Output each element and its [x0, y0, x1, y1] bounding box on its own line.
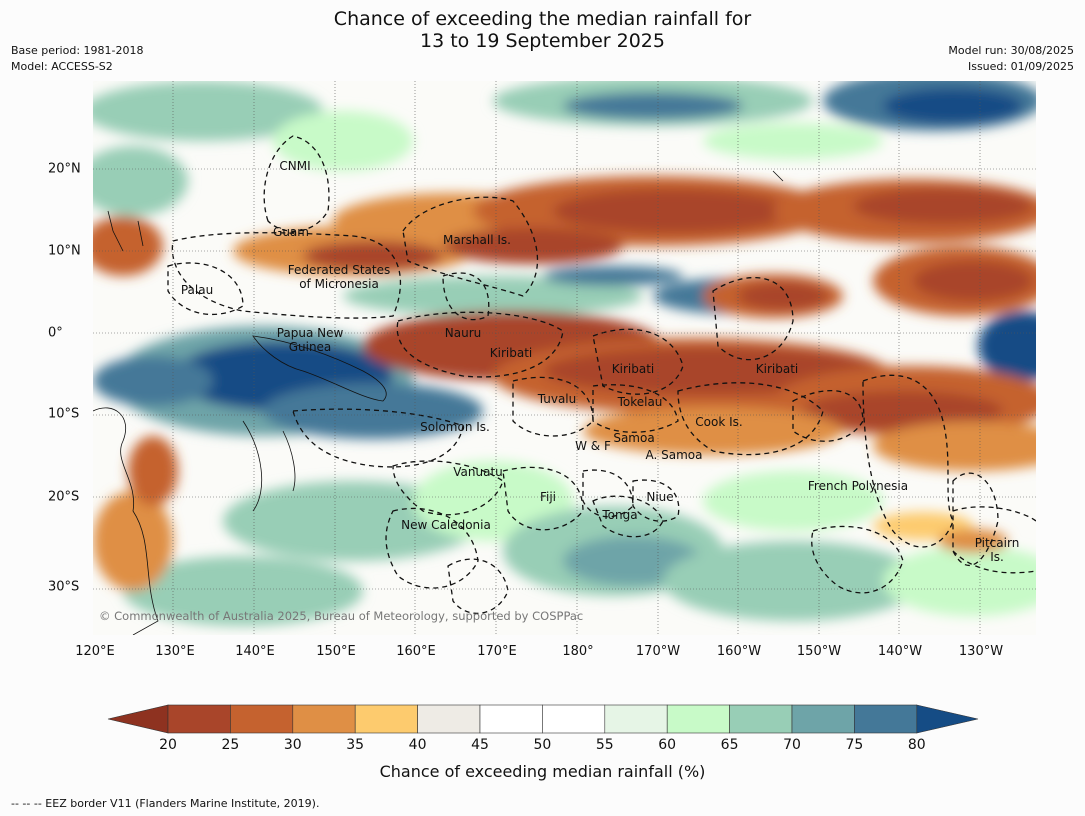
- eez-borders: [167, 135, 1036, 614]
- base-period: Base period: 1981-2018: [11, 44, 144, 57]
- coastlines: [93, 170, 784, 635]
- title-line-1: Chance of exceeding the median rainfall …: [333, 8, 752, 30]
- colorbar-tick-label: 65: [720, 737, 739, 753]
- region-label: Kiribati: [755, 362, 799, 376]
- region-label: Tokelau: [617, 395, 663, 409]
- longitude-tick-label: 160°E: [396, 644, 436, 659]
- colorbar-graphic: [107, 704, 979, 734]
- colorbar-segment: [791, 704, 855, 734]
- model-name: Model: ACCESS-S2: [11, 60, 113, 73]
- region-label: A. Samoa: [645, 448, 703, 462]
- longitude-tick-label: 170°W: [635, 644, 681, 659]
- region-label: Papua New Guinea: [276, 326, 344, 354]
- colorbar-segment: [417, 704, 481, 734]
- region-label: Tonga: [602, 508, 638, 522]
- colorbar-tick-label: 75: [845, 737, 864, 753]
- rainfall-field: [93, 81, 1036, 626]
- longitude-tick-label: 140°E: [235, 644, 275, 659]
- colorbar-tick-label: 25: [221, 737, 240, 753]
- region-label: W & F: [575, 439, 611, 453]
- colorbar-tick-label: 45: [471, 737, 489, 753]
- latitude-tick-label: 0°: [48, 325, 63, 341]
- colorbar-high-extend: [916, 704, 979, 734]
- issued-date: Issued: 01/09/2025: [967, 60, 1074, 73]
- region-label: Marshall Is.: [443, 233, 511, 247]
- colorbar-tick-label: 50: [533, 737, 552, 753]
- latitude-tick-label: 10°S: [48, 406, 80, 422]
- region-label: Niue: [646, 490, 674, 504]
- meta-right: Model run: 30/08/2025 Issued: 01/09/2025: [948, 43, 1074, 75]
- colorbar-tick-label: 35: [346, 737, 365, 753]
- longitude-tick-label: 130°E: [155, 644, 195, 659]
- longitude-tick-label: 150°E: [316, 644, 356, 659]
- colorbar-segment: [292, 704, 356, 734]
- colorbar-segment: [604, 704, 668, 734]
- region-label: Pitcairn Is.: [974, 536, 1020, 564]
- region-label: New Caledonia: [401, 518, 491, 532]
- model-run: Model run: 30/08/2025: [948, 44, 1074, 57]
- colorbar-tick-label: 70: [783, 737, 801, 753]
- colorbar-tick-label: 80: [907, 737, 926, 753]
- region-label: Vanuatu: [453, 465, 503, 479]
- latitude-tick-label: 20°N: [48, 161, 81, 177]
- graticule: [93, 81, 1036, 635]
- latitude-tick-label: 20°S: [48, 489, 80, 505]
- longitude-tick-label: 180°: [562, 644, 594, 659]
- longitude-tick-label: 120°E: [75, 644, 115, 659]
- colorbar: [106, 704, 980, 736]
- latitude-tick-label: 30°S: [48, 579, 80, 595]
- colorbar-segment: [666, 704, 730, 734]
- rainfall-map[interactable]: CNMI Guam Marshall Is. Federated States of …: [93, 81, 1036, 635]
- colorbar-segment: [729, 704, 793, 734]
- region-label: French Polynesia: [807, 479, 909, 493]
- region-label: Kiribati: [489, 346, 533, 360]
- region-label: Guam: [273, 225, 309, 239]
- region-label: Kiribati: [611, 362, 655, 376]
- colorbar-low-extend: [107, 704, 169, 734]
- longitude-tick-label: 160°W: [716, 644, 762, 659]
- longitude-tick-label: 140°W: [877, 644, 923, 659]
- colorbar-tick-label: 60: [658, 737, 677, 753]
- region-label: Fiji: [539, 490, 557, 504]
- colorbar-label: Chance of exceeding median rainfall (%): [379, 762, 706, 781]
- longitude-tick-label: 150°W: [796, 644, 842, 659]
- copyright-notice: © Commonwealth of Australia 2025, Bureau…: [99, 609, 584, 623]
- colorbar-tick-label: 20: [159, 737, 177, 753]
- longitude-tick-label: 130°W: [958, 644, 1004, 659]
- latitude-tick-label: 10°N: [48, 243, 81, 259]
- colorbar-tick-label: 30: [283, 737, 302, 753]
- colorbar-segment: [479, 704, 543, 734]
- colorbar-segment: [542, 704, 606, 734]
- colorbar-tick-label: 40: [408, 737, 427, 753]
- title-line-2: 13 to 19 September 2025: [420, 30, 665, 52]
- region-label: Tuvalu: [537, 392, 577, 406]
- region-label: Samoa: [613, 431, 655, 445]
- chart-title: Chance of exceeding the median rainfall …: [0, 8, 1085, 52]
- eez-footnote: -- -- -- EEZ border V11 (Flanders Marine…: [11, 797, 320, 810]
- colorbar-segment: [167, 704, 231, 734]
- region-label: CNMI: [279, 159, 311, 173]
- region-label: Solomon Is.: [420, 420, 490, 434]
- region-label: Palau: [180, 283, 214, 297]
- meta-left: Base period: 1981-2018 Model: ACCESS-S2: [11, 43, 143, 75]
- map-canvas: [93, 81, 1036, 635]
- colorbar-segment: [354, 704, 418, 734]
- colorbar-segment: [230, 704, 294, 734]
- region-label: Nauru: [444, 326, 482, 340]
- region-label: Federated States of Micronesia: [287, 263, 391, 291]
- colorbar-tick-label: 55: [595, 737, 614, 753]
- longitude-tick-label: 170°E: [477, 644, 517, 659]
- colorbar-segment: [854, 704, 918, 734]
- region-label: Cook Is.: [695, 415, 743, 429]
